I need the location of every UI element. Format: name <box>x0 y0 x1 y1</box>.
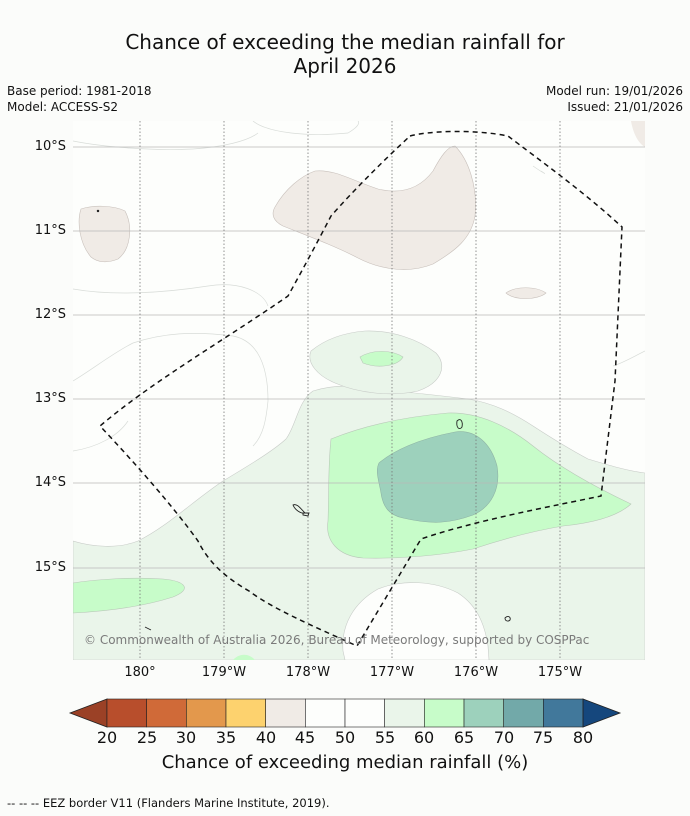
lon-label-180: 180° <box>124 665 156 680</box>
lon-label-178w: 178°W <box>285 665 331 680</box>
colorbar-segment-40-45 <box>265 698 306 728</box>
meta-right: Model run: 19/01/2026 Issued: 21/01/2026 <box>546 83 683 115</box>
tick-label-40: 40 <box>255 728 277 747</box>
colorbar-segment-20-25 <box>106 698 147 728</box>
contour-lines <box>73 121 645 452</box>
lat-label-15s: 15°S <box>34 560 66 575</box>
colorbar-segment-60-65 <box>424 698 465 728</box>
lon-label-175w: 175°W <box>537 665 583 680</box>
tick-label-35: 35 <box>215 728 237 747</box>
eez-border <box>98 130 623 647</box>
colorbar <box>68 698 622 728</box>
lon-label-176w: 176°W <box>453 665 499 680</box>
region-45-50-west <box>78 205 131 263</box>
tick-label-75: 75 <box>532 728 554 747</box>
lon-label-177w: 177°W <box>369 665 415 680</box>
eez-footnote: -- -- -- EEZ border V11 (Flanders Marine… <box>7 796 330 810</box>
map-title: Chance of exceeding the median rainfall … <box>0 30 690 78</box>
lat-label-13s: 13°S <box>34 391 66 406</box>
colorbar-segment-65-70 <box>463 698 504 728</box>
tick-label-55: 55 <box>374 728 396 747</box>
colorbar-segments <box>68 698 622 728</box>
rainfall-map <box>73 121 645 660</box>
lat-label-12s: 12°S <box>34 307 66 322</box>
tick-label-30: 30 <box>175 728 197 747</box>
tick-label-45: 45 <box>294 728 316 747</box>
issued-date: Issued: 21/01/2026 <box>567 100 683 114</box>
colorbar-segment-35-40 <box>225 698 266 728</box>
tick-label-60: 60 <box>413 728 435 747</box>
colorbar-segment-55-60 <box>384 698 425 728</box>
title-line-2: April 2026 <box>293 54 397 78</box>
tick-label-25: 25 <box>136 728 158 747</box>
tick-label-65: 65 <box>453 728 475 747</box>
region-65-70 <box>377 431 499 523</box>
model-run: Model run: 19/01/2026 <box>545 84 683 98</box>
lat-label-11s: 11°S <box>34 223 66 238</box>
region-60-65-south-bit <box>233 654 255 660</box>
model-name: Model: ACCESS-S2 <box>7 100 119 114</box>
tick-label-50: 50 <box>334 728 356 747</box>
colorbar-segment-25-30 <box>146 698 187 728</box>
lat-label-10s: 10°S <box>34 139 66 154</box>
tick-label-80: 80 <box>572 728 594 747</box>
tick-label-70: 70 <box>493 728 515 747</box>
meta-left: Base period: 1981-2018 Model: ACCESS-S2 <box>7 83 152 115</box>
base-period: Base period: 1981-2018 <box>7 84 152 98</box>
lat-gridlines <box>73 146 645 569</box>
region-45-50-corner <box>631 121 645 147</box>
colorbar-segment-50-55 <box>344 698 385 728</box>
islands <box>96 209 511 631</box>
copyright-notice: © Commonwealth of Australia 2026, Bureau… <box>84 633 590 647</box>
colorbar-extend-high <box>582 698 622 728</box>
colorbar-label: Chance of exceeding median rainfall (%) <box>161 752 529 773</box>
region-45-50-blob <box>505 287 547 299</box>
colorbar-segment-75-80 <box>543 698 584 728</box>
region-45-50-north <box>272 145 476 270</box>
colorbar-segment-30-35 <box>186 698 227 728</box>
region-50-55-south <box>342 582 490 660</box>
tick-label-20: 20 <box>96 728 118 747</box>
region-60-65-southwest <box>73 577 185 614</box>
title-line-1: Chance of exceeding the median rainfall … <box>125 30 565 54</box>
lon-label-179w: 179°W <box>201 665 247 680</box>
lon-gridlines <box>139 121 561 660</box>
lat-label-14s: 14°S <box>34 475 66 490</box>
colorbar-segment-45-50 <box>305 698 346 728</box>
region-60-65-north <box>359 351 404 367</box>
map-area <box>73 121 645 660</box>
colorbar-extend-low <box>68 698 108 728</box>
colorbar-segment-70-75 <box>503 698 544 728</box>
